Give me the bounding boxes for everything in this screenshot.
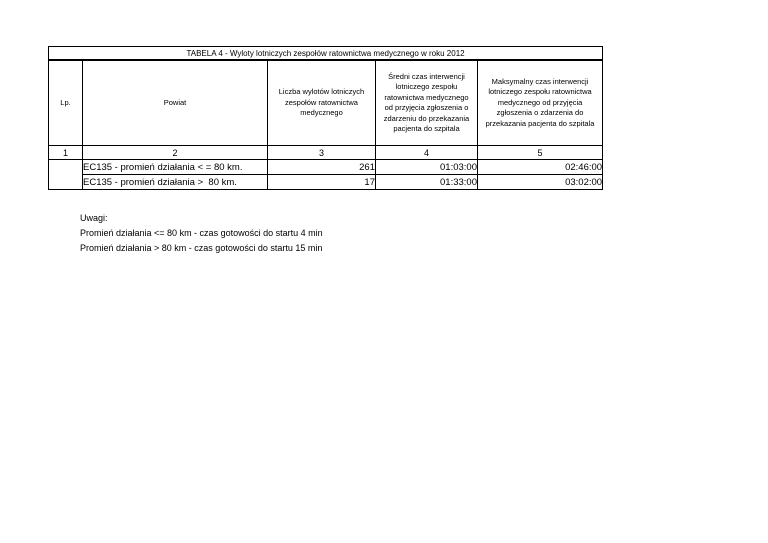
maksymalny-czas-cell: 02:46:00 <box>476 159 604 175</box>
notes-section: Uwagi: Promień działania <= 80 km - czas… <box>80 211 323 256</box>
header-cell-maksymalny-czas: Maksymalny czas interwencji lotniczego z… <box>476 59 604 146</box>
column-number: 3 <box>267 145 376 160</box>
table-row: EC135 - promień działania < = 80 km. 261… <box>48 159 604 190</box>
maksymalny-czas-cell: 03:02:00 <box>476 174 604 190</box>
note-line: Promień działania <= 80 km - czas gotowo… <box>80 228 323 238</box>
powiat-cell: EC135 - promień działania < = 80 km. <box>82 159 268 175</box>
column-number: 4 <box>375 145 478 160</box>
column-number-row: 1 2 3 4 5 <box>48 145 604 160</box>
table-title-row: TABELA 4 - Wyloty lotniczych zespołów ra… <box>47 46 604 61</box>
header-cell-sredni-czas: Średni czas interwencji lotniczego zespo… <box>375 59 478 146</box>
table-header-row: Lp. Powiat Liczba wylotów lotniczych zes… <box>48 59 604 146</box>
note-line: Promień działania > 80 km - czas gotowoś… <box>80 243 323 253</box>
table-row: EC135 - promień działania > 80 km. 17 01… <box>49 174 604 190</box>
report-table: TABELA 4 - Wyloty lotniczych zespołów ra… <box>47 46 604 190</box>
liczba-wylotow-cell: 17 <box>267 174 376 190</box>
notes-heading: Uwagi: <box>80 213 108 223</box>
header-cell-lp: Lp. <box>48 59 83 146</box>
sredni-czas-cell: 01:03:00 <box>375 159 478 175</box>
sredni-czas-cell: 01:33:00 <box>375 174 478 190</box>
header-cell-liczba-wylotow: Liczba wylotów lotniczych zespołów ratow… <box>267 59 376 146</box>
liczba-wylotow-cell: 261 <box>267 159 376 175</box>
column-number: 2 <box>82 145 268 160</box>
table-title: TABELA 4 - Wyloty lotniczych zespołów ra… <box>47 46 604 61</box>
column-number: 5 <box>476 145 604 160</box>
column-number: 1 <box>48 145 83 160</box>
lp-cell <box>48 159 83 190</box>
header-cell-powiat: Powiat <box>82 59 268 146</box>
powiat-cell: EC135 - promień działania > 80 km. <box>82 174 268 190</box>
